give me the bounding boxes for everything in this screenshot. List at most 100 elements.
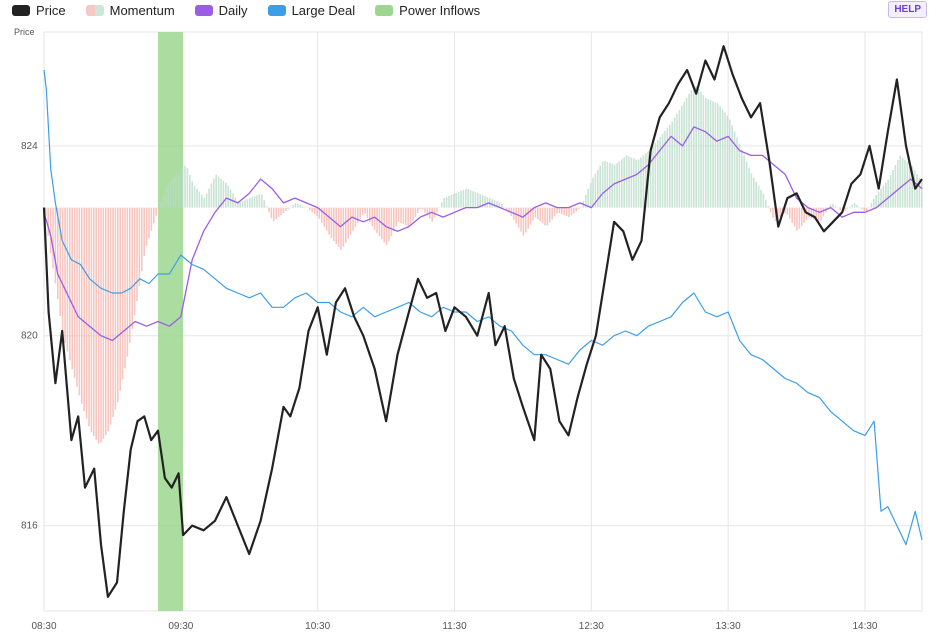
momentum-bar-positive: [678, 109, 681, 208]
momentum-bar-negative: [309, 207, 311, 210]
momentum-bar-negative: [285, 207, 287, 212]
momentum-bar-negative: [85, 207, 88, 419]
momentum-bar-positive: [731, 125, 733, 208]
momentum-bar-negative: [772, 207, 774, 218]
momentum-bar-negative: [45, 207, 47, 216]
momentum-bar-positive: [887, 179, 889, 208]
momentum-bar-negative: [321, 207, 323, 223]
axis-layer: 08:30 09:30 10:30 11:30 12:30 13:30 14:30 816 82…: [14, 27, 878, 632]
momentum-bar-positive: [441, 202, 443, 208]
power-inflows-layer: [158, 32, 184, 611]
momentum-bar-negative: [801, 207, 803, 226]
momentum-bar-positive: [205, 193, 208, 208]
momentum-bar-positive: [623, 157, 625, 208]
momentum-bar-negative: [145, 207, 148, 246]
legend-item-large-deal[interactable]: Large Deal: [267, 3, 355, 18]
momentum-bar-positive: [616, 163, 618, 208]
momentum-bar-negative: [268, 207, 270, 213]
momentum-bar-negative: [352, 207, 354, 231]
momentum-bar-negative: [270, 207, 273, 219]
momentum-bar-negative: [347, 207, 349, 239]
momentum-bar-negative: [345, 207, 347, 243]
help-button[interactable]: HELP: [888, 1, 927, 18]
series-lines-layer: [42, 45, 923, 598]
momentum-bar-positive: [265, 206, 268, 208]
momentum-bar-negative: [405, 207, 407, 225]
momentum-bar-negative: [369, 207, 371, 222]
legend-item-daily[interactable]: Daily: [194, 3, 248, 18]
momentum-bar-negative: [520, 207, 522, 232]
momentum-bar-positive: [649, 148, 652, 208]
y-tick-label: 816: [21, 521, 38, 532]
momentum-bar-positive: [585, 194, 587, 208]
momentum-bar-positive: [707, 99, 709, 208]
momentum-bar-negative: [839, 207, 841, 210]
momentum-bar-positive: [700, 92, 702, 208]
momentum-bar-negative: [820, 207, 822, 221]
momentum-bar-positive: [229, 189, 232, 208]
momentum-bar-positive: [477, 193, 479, 208]
momentum-bar-negative: [366, 207, 369, 218]
momentum-bar-negative: [378, 207, 381, 237]
daily-swatch-icon: [194, 4, 213, 16]
momentum-bar-positive: [726, 115, 729, 208]
momentum-bar-positive: [498, 202, 501, 208]
momentum-bar-negative: [282, 207, 285, 214]
momentum-bar-positive: [681, 105, 683, 208]
momentum-bar-positive: [921, 182, 923, 208]
momentum-bar-positive: [179, 169, 181, 208]
momentum-bar-positive: [592, 177, 594, 208]
momentum-bar-negative: [66, 207, 69, 352]
momentum-bar-negative: [546, 207, 549, 226]
momentum-bar-positive: [186, 168, 189, 208]
power-inflows-swatch-icon: [375, 4, 394, 16]
momentum-bar-negative: [157, 207, 160, 209]
momentum-bar-positive: [733, 131, 736, 208]
momentum-bar-negative: [558, 207, 561, 213]
momentum-bar-negative: [354, 207, 357, 227]
momentum-bar-positive: [767, 205, 769, 208]
momentum-bar-positive: [652, 145, 654, 208]
daily-line: [43, 126, 923, 342]
momentum-bar-positive: [853, 203, 856, 208]
momentum-bar-positive: [203, 197, 205, 208]
momentum-bar-positive: [741, 149, 743, 208]
momentum-bar-negative: [529, 207, 532, 225]
momentum-bar-negative: [148, 207, 150, 239]
momentum-bar-positive: [196, 188, 198, 208]
momentum-bar-negative: [333, 207, 335, 241]
momentum-bar-negative: [150, 207, 153, 231]
momentum-bar-negative: [822, 207, 825, 217]
legend-item-power-inflows[interactable]: Power Inflows: [375, 3, 480, 18]
momentum-bar-positive: [712, 101, 714, 208]
momentum-bar-positive: [899, 155, 901, 208]
momentum-bar-positive: [760, 189, 762, 208]
momentum-bar-positive: [292, 205, 294, 208]
momentum-bar-negative: [119, 207, 121, 391]
legend-item-momentum[interactable]: Momentum: [85, 3, 175, 18]
momentum-bar-positive: [738, 143, 741, 208]
momentum-bar-negative: [311, 207, 313, 212]
momentum-bar-negative: [133, 207, 136, 316]
momentum-bar-negative: [337, 207, 340, 247]
momentum-bar-positive: [621, 159, 623, 208]
momentum-bar-negative: [59, 207, 61, 316]
momentum-bar-positive: [628, 156, 630, 208]
momentum-bar-positive: [225, 182, 227, 208]
momentum-bar-positive: [882, 185, 885, 208]
legend-item-price[interactable]: Price: [12, 3, 66, 18]
momentum-bar-positive: [450, 195, 453, 208]
momentum-bar-positive: [220, 178, 222, 208]
momentum-bar-negative: [774, 207, 777, 222]
y-axis-title: Price: [14, 27, 35, 37]
momentum-bar-positive: [256, 195, 258, 208]
momentum-bar-negative: [537, 207, 539, 220]
momentum-bar-positive: [669, 124, 671, 208]
momentum-bar-positive: [184, 165, 186, 208]
y-tick-label: 824: [21, 141, 38, 152]
momentum-bar-positive: [263, 200, 265, 208]
momentum-bar-negative: [577, 207, 580, 210]
momentum-bar-negative: [277, 207, 280, 218]
legend-label-power-inflows: Power Inflows: [399, 2, 481, 18]
momentum-bar-negative: [436, 207, 438, 213]
